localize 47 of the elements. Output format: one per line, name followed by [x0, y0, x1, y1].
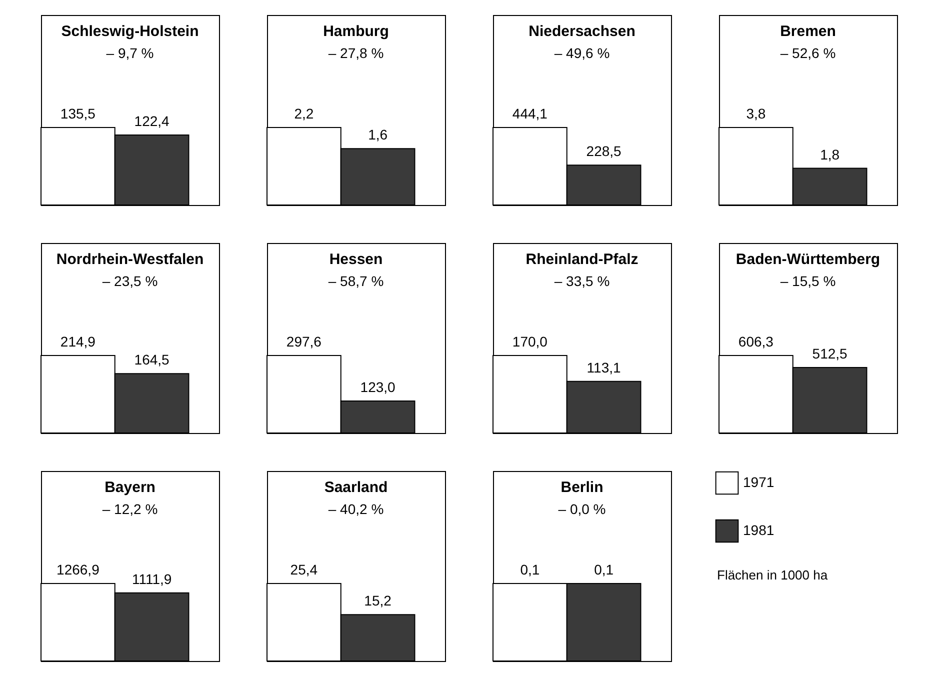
data-label: 228,5 [586, 143, 622, 160]
chart-title: Bremen [780, 23, 836, 40]
chart-subtitle: – 12,2 % [102, 501, 158, 517]
legend-label: 1981 [743, 522, 774, 538]
data-label: 122,4 [134, 112, 170, 129]
chart-subtitle: – 58,7 % [328, 273, 384, 289]
chart-title: Hessen [329, 251, 383, 268]
chart-title: Berlin [560, 479, 604, 496]
chart-title: Baden-Württemberg [736, 251, 880, 268]
chart-subtitle: – 49,6 % [554, 45, 610, 61]
data-label: 512,5 [812, 345, 848, 362]
chart-subtitle: – 40,2 % [328, 501, 384, 517]
chart-title: Bayern [104, 479, 156, 496]
data-label: 1266,9 [56, 561, 100, 578]
data-label: 1111,9 [132, 570, 172, 587]
data-label: 135,5 [60, 105, 96, 122]
data-label: 25,4 [290, 561, 318, 578]
chart-subtitle: – 33,5 % [554, 273, 610, 289]
data-label: 1,8 [820, 146, 840, 162]
data-label: 606,3 [738, 333, 774, 350]
chart-subtitle: – 52,6 % [780, 45, 836, 61]
chart-title: Nordrhein-Westfalen [56, 251, 204, 268]
data-label: 3,8 [746, 105, 766, 122]
data-label: 123,0 [360, 378, 396, 395]
data-label: 214,9 [60, 333, 96, 350]
data-label: 113,1 [586, 359, 622, 376]
data-label: 2,2 [294, 105, 314, 122]
data-label: 1,6 [368, 126, 388, 143]
chart-subtitle: – 27,8 % [328, 45, 384, 61]
legend-label: 1971 [743, 474, 774, 490]
data-label: 15,2 [364, 592, 392, 609]
data-label: 170,0 [512, 333, 548, 350]
chart-title: Schleswig-Holstein [61, 23, 199, 40]
chart-title: Hamburg [323, 23, 389, 40]
data-label: 0,1 [520, 561, 540, 578]
data-label: 0,1 [594, 561, 614, 578]
chart-subtitle: – 9,7 % [106, 45, 154, 61]
chart-subtitle: – 15,5 % [780, 273, 836, 289]
data-label: 444,1 [512, 105, 548, 122]
chart-title: Niedersachsen [528, 23, 636, 40]
data-label: 297,6 [286, 333, 322, 350]
chart-title: Saarland [324, 479, 388, 496]
chart-subtitle: – 23,5 % [102, 273, 158, 289]
chart-subtitle: – 0,0 % [558, 501, 606, 517]
data-label: 164,5 [134, 352, 170, 368]
chart-title: Rheinland-Pfalz [526, 251, 638, 268]
text: Flächen in 1000 ha [717, 568, 828, 582]
